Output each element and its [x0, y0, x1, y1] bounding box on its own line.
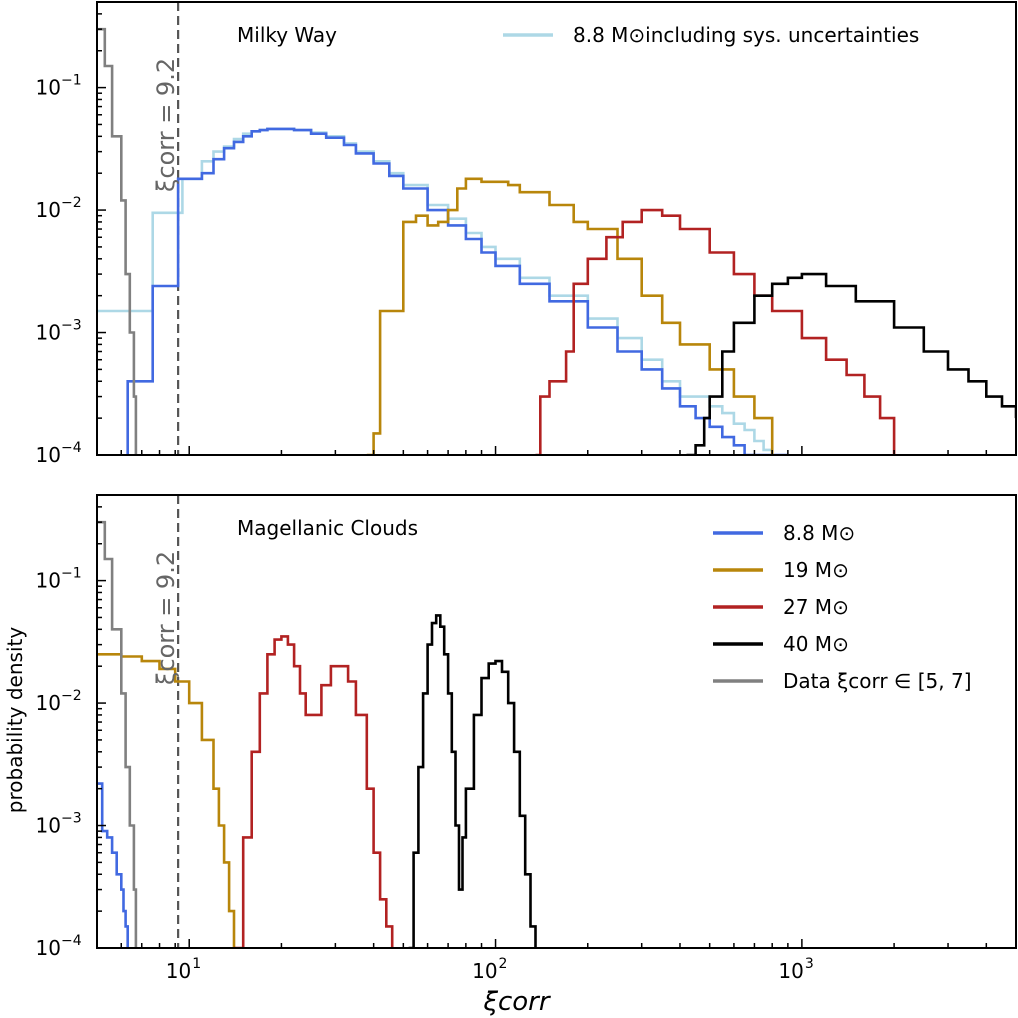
legend-label-4: Data ξcorr ∈ [5, 7] — [783, 669, 972, 693]
y-tick-label: 10 — [36, 198, 61, 222]
legend-label-0: 8.8 M⊙including sys. uncertainties — [573, 23, 919, 47]
x-tick-exponent: 2 — [499, 956, 508, 972]
y-tick-exponent: −1 — [61, 566, 82, 582]
y-tick-exponent: −4 — [61, 440, 82, 456]
panel-magellanic-clouds: ξcorr = 9.210 −410 −310 −210 −110 1 10 2 10 3Mage… — [3, 494, 1017, 1017]
series-line-1 — [97, 653, 236, 948]
series-line-3 — [535, 208, 896, 455]
series-line-2 — [234, 635, 394, 948]
series-line-5 — [97, 27, 138, 455]
x-tick-exponent: 1 — [192, 956, 201, 972]
panel-label: Magellanic Clouds — [237, 516, 418, 540]
series-line-2 — [366, 177, 774, 455]
y-tick-label: 10 — [36, 814, 61, 838]
legend-label-0: 8.8 M⊙ — [783, 521, 855, 545]
y-tick-exponent: −3 — [61, 318, 82, 334]
x-axis: 10 1 10 2 10 3 — [96, 939, 1017, 983]
series-group — [97, 27, 1016, 455]
x-axis — [96, 446, 1017, 455]
y-axis: 10−410−310−210−1 — [36, 494, 106, 960]
y-tick-exponent: −1 — [61, 73, 82, 89]
y-tick-exponent: −3 — [61, 811, 82, 827]
series-line-4 — [97, 520, 138, 948]
threshold-label: ξcorr = 9.2 — [152, 58, 180, 192]
series-line-0 — [97, 782, 129, 948]
plot-frame — [96, 494, 1017, 949]
x-tick-label: 10 — [472, 959, 497, 983]
series-line-1 — [126, 127, 788, 455]
legend: 8.8 M⊙ 19 M⊙ 27 M⊙ 40 M⊙ Data ξcorr ∈ [5, 7] — [713, 521, 972, 693]
y-tick-exponent: −2 — [61, 688, 82, 704]
y-tick-label: 10 — [36, 936, 61, 960]
y-tick-label: 10 — [36, 691, 61, 715]
x-axis-title: ξcorr — [482, 987, 551, 1017]
series-line-3 — [408, 614, 537, 948]
y-tick-label: 10 — [36, 76, 61, 100]
panel-label: Milky Way — [237, 23, 337, 47]
y-tick-exponent: −4 — [61, 933, 82, 949]
plot-frame — [96, 1, 1017, 456]
threshold-label: ξcorr = 9.2 — [152, 551, 180, 685]
y-axis-title: probability density — [3, 627, 27, 814]
series-group — [97, 520, 537, 948]
x-tick-exponent: 3 — [805, 956, 814, 972]
series-line-4 — [686, 272, 1016, 455]
y-tick-exponent: −2 — [61, 195, 82, 211]
y-tick-label: 10 — [36, 321, 61, 345]
y-axis: 10−410−310−210−1 — [36, 1, 106, 467]
y-tick-label: 10 — [36, 443, 61, 467]
legend-label-3: 40 M⊙ — [783, 632, 849, 656]
y-tick-label: 10 — [36, 569, 61, 593]
x-tick-label: 10 — [166, 959, 191, 983]
legend-label-2: 27 M⊙ — [783, 595, 849, 619]
legend-label-1: 19 M⊙ — [783, 558, 849, 582]
legend: 8.8 M⊙including sys. uncertainties — [503, 23, 919, 47]
x-tick-label: 10 — [778, 959, 803, 983]
